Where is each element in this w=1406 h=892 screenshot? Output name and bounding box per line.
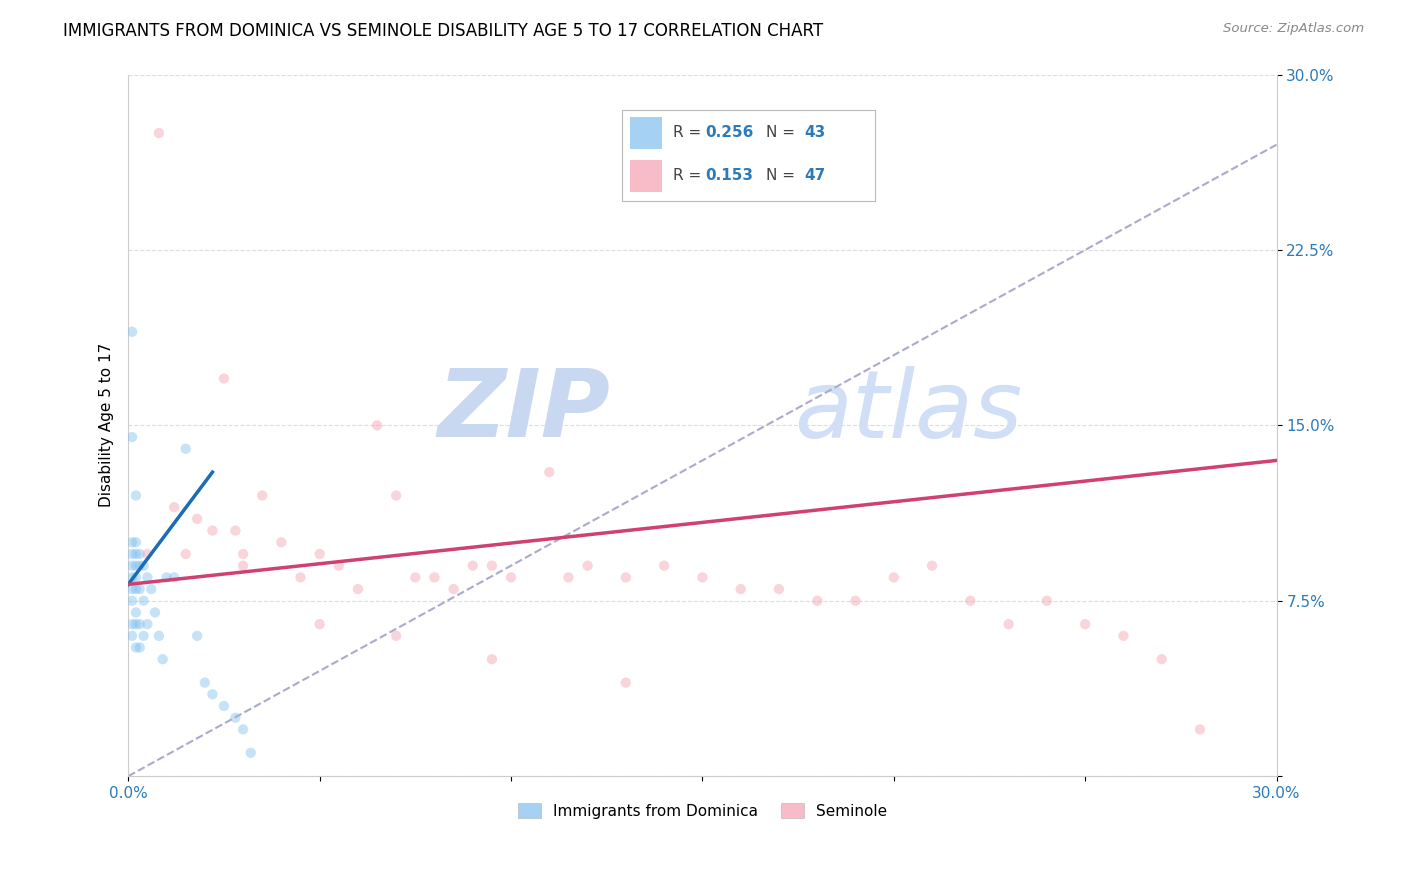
Point [290,570,312,584]
Point [308,547,330,561]
Point [232,547,254,561]
Point [576,558,599,573]
Point [136,570,159,584]
Point [125,489,148,503]
Point [143,606,166,620]
Point [121,570,143,584]
Point [557,570,579,584]
Point [232,558,254,573]
Point [328,558,350,573]
Point [125,582,148,596]
Point [212,698,235,713]
Point [128,558,150,573]
Point [652,558,675,573]
Point [385,489,408,503]
Point [148,126,170,140]
Point [141,582,163,596]
Point [692,570,714,584]
Point [121,593,143,607]
Point [155,570,177,584]
Point [250,489,273,503]
Point [186,629,208,643]
Point [1036,593,1059,607]
Point [121,535,143,549]
Point [614,570,637,584]
Point [1112,629,1135,643]
Point [461,558,484,573]
Point [132,593,155,607]
Point [1150,652,1173,666]
Point [125,640,148,655]
Point [152,652,174,666]
Point [768,582,790,596]
Point [883,570,905,584]
Point [239,746,262,760]
Point [201,524,224,538]
Point [212,371,235,385]
Point [194,675,217,690]
Point [121,325,143,339]
Point [125,535,148,549]
Point [404,570,426,584]
Point [128,617,150,632]
Point [121,629,143,643]
Point [136,547,159,561]
Point [128,547,150,561]
Point [121,617,143,632]
Text: IMMIGRANTS FROM DOMINICA VS SEMINOLE DISABILITY AGE 5 TO 17 CORRELATION CHART: IMMIGRANTS FROM DOMINICA VS SEMINOLE DIS… [63,22,824,40]
Point [959,593,981,607]
Point [730,582,752,596]
Point [186,512,208,526]
Point [125,617,148,632]
Point [385,629,408,643]
Text: atlas: atlas [794,366,1022,457]
Point [232,723,254,737]
Point [499,570,522,584]
Point [366,418,388,433]
Point [121,582,143,596]
Point [163,570,186,584]
Point [347,582,370,596]
Text: Source: ZipAtlas.com: Source: ZipAtlas.com [1223,22,1364,36]
Point [125,558,148,573]
Point [132,629,155,643]
Point [921,558,943,573]
Point [174,547,197,561]
Point [121,558,143,573]
Point [538,465,561,479]
Point [270,535,292,549]
Point [121,547,143,561]
Point [481,558,503,573]
Point [224,711,246,725]
Point [148,629,170,643]
Point [125,606,148,620]
Point [1074,617,1097,632]
Legend: Immigrants from Dominica, Seminole: Immigrants from Dominica, Seminole [512,797,893,825]
Point [174,442,197,456]
Point [844,593,866,607]
Point [443,582,465,596]
Point [132,558,155,573]
Y-axis label: Disability Age 5 to 17: Disability Age 5 to 17 [100,343,114,508]
Point [128,582,150,596]
Point [136,617,159,632]
Point [125,570,148,584]
Point [163,500,186,515]
Point [806,593,828,607]
Point [125,547,148,561]
Text: ZIP: ZIP [437,366,610,458]
Point [481,652,503,666]
Point [128,640,150,655]
Point [997,617,1019,632]
Point [121,430,143,444]
Point [614,675,637,690]
Point [308,617,330,632]
Point [201,687,224,701]
Point [423,570,446,584]
Point [1188,723,1211,737]
Point [224,524,246,538]
